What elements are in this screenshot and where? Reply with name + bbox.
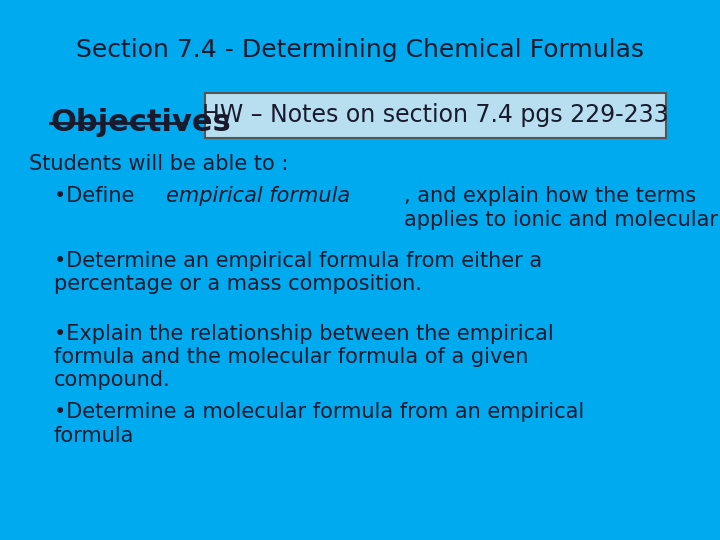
Text: •Determine a molecular formula from an empirical
formula: •Determine a molecular formula from an e…	[54, 402, 584, 446]
Text: •Define: •Define	[54, 186, 141, 206]
Text: Students will be able to :: Students will be able to :	[29, 154, 288, 174]
Text: Section 7.4 - Determining Chemical Formulas: Section 7.4 - Determining Chemical Formu…	[76, 38, 644, 62]
Text: •Determine an empirical formula from either a
percentage or a mass composition.: •Determine an empirical formula from eit…	[54, 251, 542, 294]
Text: empirical formula: empirical formula	[166, 186, 351, 206]
FancyBboxPatch shape	[205, 93, 666, 138]
Text: •Explain the relationship between the empirical
formula and the molecular formul: •Explain the relationship between the em…	[54, 324, 554, 390]
Text: HW – Notes on section 7.4 pgs 229-233: HW – Notes on section 7.4 pgs 229-233	[202, 103, 669, 127]
Text: , and explain how the terms
applies to ionic and molecular compounds.: , and explain how the terms applies to i…	[404, 186, 720, 230]
Text: Objectives: Objectives	[50, 108, 231, 137]
